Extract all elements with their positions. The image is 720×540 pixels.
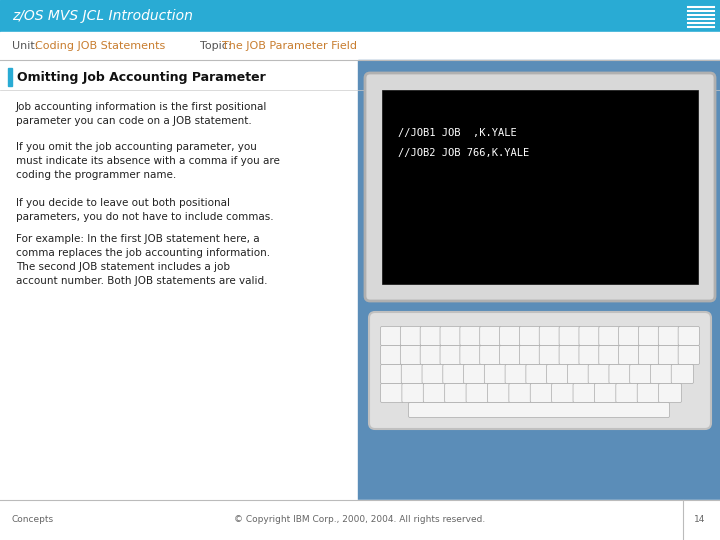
FancyBboxPatch shape <box>526 364 548 383</box>
FancyBboxPatch shape <box>559 327 580 346</box>
FancyBboxPatch shape <box>618 327 640 346</box>
FancyBboxPatch shape <box>595 383 617 402</box>
FancyBboxPatch shape <box>552 383 575 402</box>
FancyBboxPatch shape <box>485 364 507 383</box>
FancyBboxPatch shape <box>420 346 441 365</box>
FancyBboxPatch shape <box>659 383 682 402</box>
FancyBboxPatch shape <box>546 364 569 383</box>
FancyBboxPatch shape <box>509 383 532 402</box>
FancyBboxPatch shape <box>671 364 693 383</box>
Text: Job accounting information is the first positional
parameter you can code on a J: Job accounting information is the first … <box>16 102 267 126</box>
FancyBboxPatch shape <box>539 327 561 346</box>
Text: Concepts: Concepts <box>12 516 54 524</box>
FancyBboxPatch shape <box>678 327 700 346</box>
FancyBboxPatch shape <box>445 383 467 402</box>
FancyBboxPatch shape <box>567 364 590 383</box>
FancyBboxPatch shape <box>650 364 672 383</box>
Bar <box>8 68 12 86</box>
FancyBboxPatch shape <box>440 346 462 365</box>
Text: If you omit the job accounting parameter, you
must indicate its absence with a c: If you omit the job accounting parameter… <box>16 142 280 180</box>
FancyBboxPatch shape <box>519 346 541 365</box>
FancyBboxPatch shape <box>579 327 600 346</box>
FancyBboxPatch shape <box>420 327 441 346</box>
Text: //JOB2 JOB 766,K.YALE: //JOB2 JOB 766,K.YALE <box>398 148 529 158</box>
FancyBboxPatch shape <box>460 346 481 365</box>
FancyBboxPatch shape <box>639 346 660 365</box>
FancyBboxPatch shape <box>639 327 660 346</box>
Text: z/OS MVS JCL Introduction: z/OS MVS JCL Introduction <box>12 9 193 23</box>
FancyBboxPatch shape <box>480 346 501 365</box>
FancyBboxPatch shape <box>616 383 639 402</box>
FancyBboxPatch shape <box>466 383 489 402</box>
FancyBboxPatch shape <box>618 346 640 365</box>
FancyBboxPatch shape <box>400 327 422 346</box>
FancyBboxPatch shape <box>559 346 580 365</box>
Text: Omitting Job Accounting Parameter: Omitting Job Accounting Parameter <box>17 71 266 84</box>
FancyBboxPatch shape <box>423 383 446 402</box>
Text: Topic:: Topic: <box>200 41 232 51</box>
Bar <box>686 4 714 28</box>
FancyBboxPatch shape <box>678 346 700 365</box>
Text: Coding JOB Statements: Coding JOB Statements <box>35 41 166 51</box>
FancyBboxPatch shape <box>637 383 660 402</box>
FancyBboxPatch shape <box>599 327 620 346</box>
FancyBboxPatch shape <box>380 346 402 365</box>
FancyBboxPatch shape <box>609 364 631 383</box>
Text: 14: 14 <box>694 516 706 524</box>
FancyBboxPatch shape <box>440 327 462 346</box>
FancyBboxPatch shape <box>480 327 501 346</box>
FancyBboxPatch shape <box>599 346 620 365</box>
Bar <box>358 60 720 500</box>
FancyBboxPatch shape <box>408 402 670 417</box>
Bar <box>0 32 720 60</box>
FancyBboxPatch shape <box>400 346 422 365</box>
FancyBboxPatch shape <box>519 327 541 346</box>
FancyBboxPatch shape <box>402 383 425 402</box>
FancyBboxPatch shape <box>422 364 444 383</box>
Text: If you decide to leave out both positional
parameters, you do not have to includ: If you decide to leave out both position… <box>16 198 274 222</box>
FancyBboxPatch shape <box>443 364 465 383</box>
Text: The JOB Parameter Field: The JOB Parameter Field <box>222 41 357 51</box>
Bar <box>382 90 698 284</box>
FancyBboxPatch shape <box>460 327 481 346</box>
FancyBboxPatch shape <box>500 327 521 346</box>
FancyBboxPatch shape <box>380 383 403 402</box>
Text: //JOB1 JOB  ,K.YALE: //JOB1 JOB ,K.YALE <box>398 128 517 138</box>
Bar <box>0 0 720 32</box>
FancyBboxPatch shape <box>539 346 561 365</box>
Bar <box>0 500 720 540</box>
FancyBboxPatch shape <box>588 364 611 383</box>
FancyBboxPatch shape <box>658 327 680 346</box>
FancyBboxPatch shape <box>658 346 680 365</box>
FancyBboxPatch shape <box>401 364 423 383</box>
Text: Unit:: Unit: <box>12 41 38 51</box>
FancyBboxPatch shape <box>487 383 510 402</box>
FancyBboxPatch shape <box>380 364 402 383</box>
FancyBboxPatch shape <box>365 73 715 301</box>
FancyBboxPatch shape <box>530 383 553 402</box>
Bar <box>0 60 720 500</box>
FancyBboxPatch shape <box>505 364 527 383</box>
FancyBboxPatch shape <box>380 327 402 346</box>
FancyBboxPatch shape <box>500 346 521 365</box>
FancyBboxPatch shape <box>630 364 652 383</box>
FancyBboxPatch shape <box>573 383 596 402</box>
FancyBboxPatch shape <box>464 364 486 383</box>
Text: © Copyright IBM Corp., 2000, 2004. All rights reserved.: © Copyright IBM Corp., 2000, 2004. All r… <box>235 516 485 524</box>
FancyBboxPatch shape <box>579 346 600 365</box>
Text: For example: In the first JOB statement here, a
comma replaces the job accountin: For example: In the first JOB statement … <box>16 234 270 286</box>
FancyBboxPatch shape <box>369 312 711 429</box>
